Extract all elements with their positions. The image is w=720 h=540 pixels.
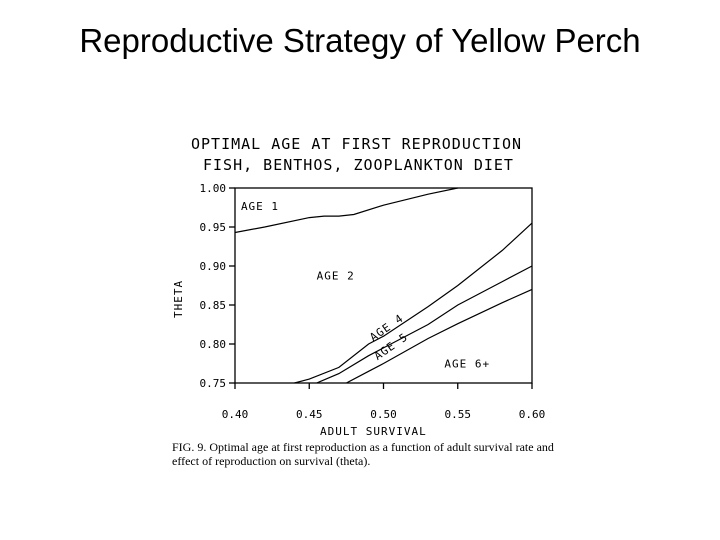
y-tick-label-5: 0.75 [200, 377, 227, 390]
x-axis-label: ADULT SURVIVAL [320, 425, 427, 438]
x-tick-label-0: 0.40 [222, 408, 249, 421]
curve-2 [294, 222, 533, 384]
curve-1 [234, 187, 458, 234]
x-tick-label-3: 0.55 [445, 408, 472, 421]
plot-area: 1.00 0.95 0.90 0.85 0.80 0.75 0.40 0.45 0.50 0.55… [200, 182, 546, 421]
y-tick-label-0: 1.00 [200, 182, 227, 195]
y-tick-label-2: 0.90 [200, 260, 227, 273]
y-tick-label-4: 0.80 [200, 338, 227, 351]
slide-title: Reproductive Strategy of Yellow Perch [79, 22, 641, 59]
y-tick-label-3: 0.85 [200, 299, 227, 312]
y-tick-label-1: 0.95 [200, 221, 227, 234]
x-tick-label-2: 0.50 [370, 408, 397, 421]
x-tick-label-4: 0.60 [519, 408, 546, 421]
region-label-2: AGE 2 [317, 269, 355, 282]
chart-title: OPTIMAL AGE AT FIRST REPRODUCTION [191, 135, 522, 153]
region-label-1: AGE 1 [241, 200, 279, 213]
y-axis-label: THETA [172, 280, 185, 318]
x-tick-label-1: 0.45 [296, 408, 323, 421]
curve-4 [346, 288, 533, 384]
figure-caption: FIG. 9. Optimal age at first reproductio… [172, 440, 554, 468]
curve-3 [316, 265, 533, 384]
region-label-5: AGE 6+ [444, 357, 490, 370]
chart-subtitle: FISH, BENTHOS, ZOOPLANKTON DIET [203, 156, 514, 174]
